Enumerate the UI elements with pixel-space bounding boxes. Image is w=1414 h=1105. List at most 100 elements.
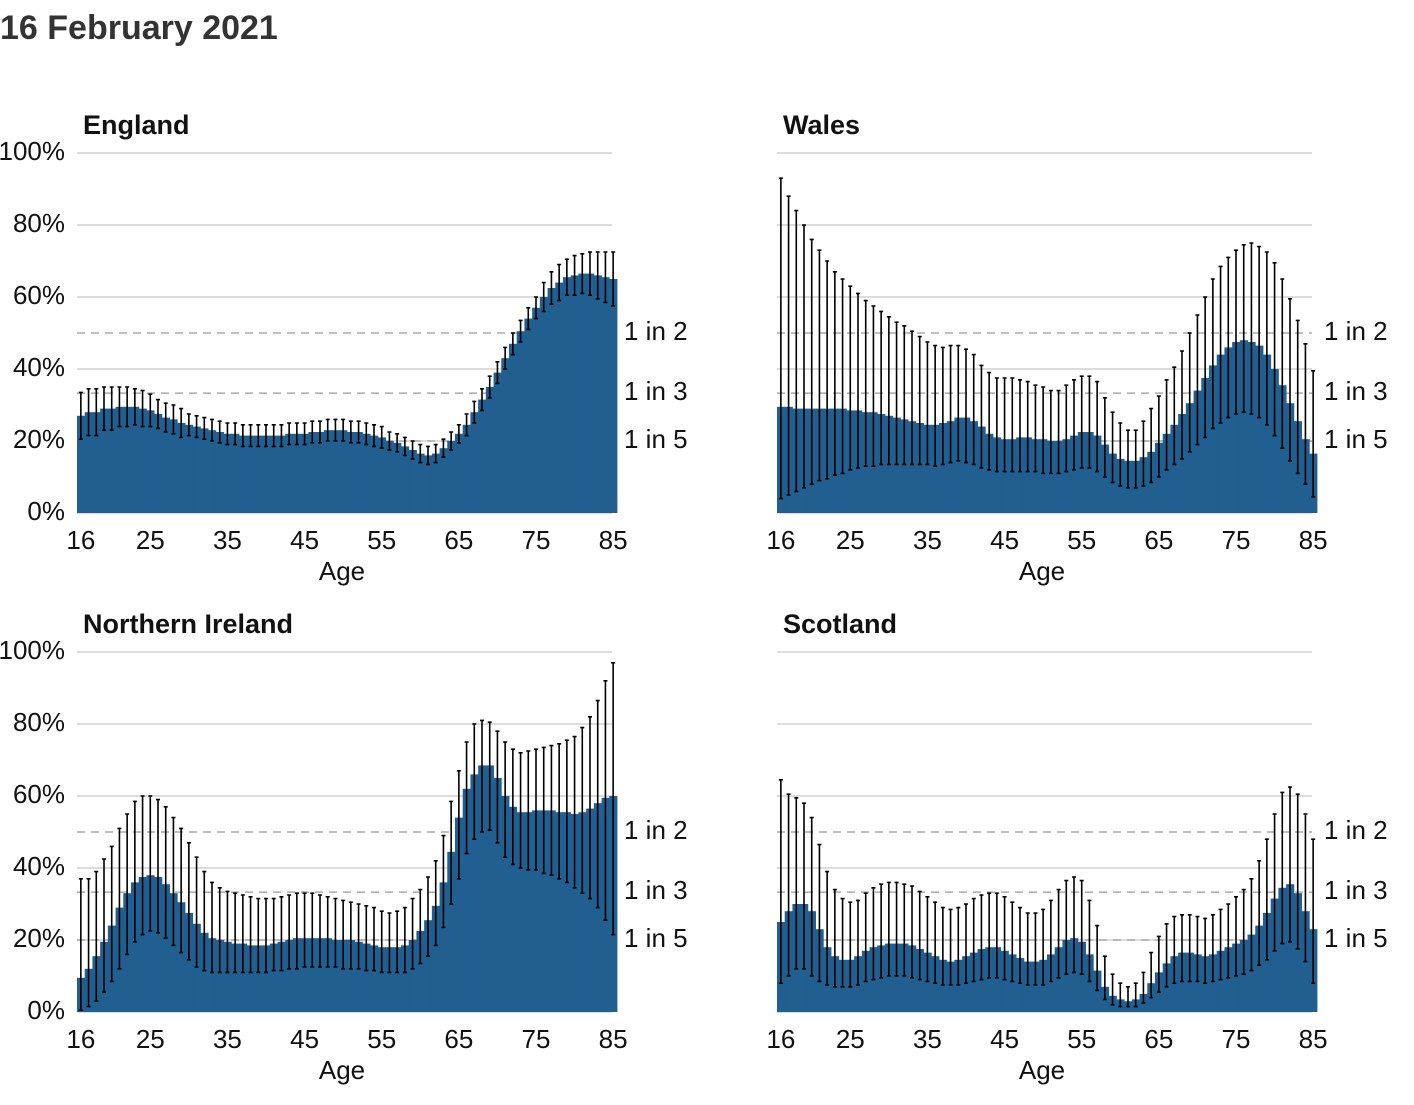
- bar: [1193, 390, 1202, 513]
- error-bar: [294, 892, 299, 970]
- error-bar: [802, 802, 806, 970]
- error-bar: [449, 431, 454, 451]
- reference-label: 1 in 2: [624, 316, 688, 346]
- bar: [424, 455, 433, 513]
- error-bar: [1087, 899, 1092, 983]
- error-bar: [1180, 914, 1184, 983]
- error-bar: [503, 346, 508, 370]
- error-bar: [464, 413, 469, 437]
- bar: [1209, 954, 1218, 1012]
- bar: [308, 432, 317, 513]
- error-bar: [379, 425, 384, 449]
- y-tick-label: 80%: [13, 208, 65, 238]
- bar: [277, 941, 286, 1012]
- reference-label: 1 in 5: [1324, 923, 1388, 953]
- error-bar: [217, 420, 222, 444]
- bar: [347, 432, 356, 513]
- error-bar: [879, 883, 884, 979]
- error-bar: [186, 842, 191, 961]
- bar: [939, 423, 948, 513]
- error-bar: [140, 795, 145, 936]
- error-bar: [1234, 896, 1238, 977]
- bar: [493, 372, 502, 513]
- bar: [915, 949, 924, 1012]
- error-bar: [832, 271, 837, 476]
- error-bar: [1056, 888, 1061, 979]
- bar: [239, 435, 248, 513]
- error-bar: [549, 744, 554, 876]
- bar: [1023, 437, 1032, 513]
- error-bar: [534, 296, 538, 320]
- bar: [969, 952, 978, 1012]
- page-title: 16 February 2021: [0, 9, 278, 47]
- bar: [115, 406, 124, 513]
- bar: [985, 433, 994, 513]
- error-bar: [1141, 971, 1146, 1004]
- bar: [339, 940, 348, 1012]
- bar: [208, 938, 217, 1012]
- error-bar: [341, 899, 346, 970]
- error-bar: [456, 424, 461, 444]
- x-tick-label: 65: [1144, 525, 1173, 555]
- error-bar: [1056, 389, 1061, 475]
- error-bar: [433, 443, 438, 464]
- bar: [347, 940, 356, 1012]
- error-bar: [210, 418, 214, 442]
- error-bar: [1126, 986, 1130, 1008]
- bar: [138, 408, 147, 513]
- reference-label: 1 in 5: [1324, 424, 1388, 454]
- x-tick-label: 75: [522, 525, 551, 555]
- bar: [1016, 958, 1025, 1012]
- bar: [563, 277, 572, 513]
- bar: [570, 814, 579, 1012]
- error-bar: [510, 332, 515, 356]
- error-bar: [1172, 366, 1177, 466]
- error-bar: [333, 418, 338, 442]
- error-bar: [1002, 896, 1007, 981]
- x-axis-label: Age: [319, 556, 365, 586]
- y-tick-label: 60%: [13, 280, 65, 310]
- bar: [92, 412, 101, 513]
- bar: [1062, 940, 1071, 1012]
- error-bar: [948, 344, 953, 464]
- error-bar: [902, 325, 907, 466]
- bar: [524, 318, 533, 513]
- bar: [1039, 439, 1048, 513]
- error-bar: [372, 906, 376, 972]
- error-bar: [1172, 915, 1177, 984]
- error-bar: [302, 422, 307, 446]
- error-bar: [1311, 838, 1316, 984]
- error-bar: [786, 793, 791, 977]
- error-bar: [1041, 908, 1046, 986]
- error-bar: [1210, 914, 1215, 983]
- error-bar: [125, 386, 130, 428]
- x-tick-label: 35: [213, 525, 242, 555]
- error-bar: [487, 375, 492, 399]
- reference-label: 1 in 2: [1324, 815, 1388, 845]
- bar: [192, 426, 201, 513]
- x-tick-label: 85: [1299, 525, 1328, 555]
- error-bar: [426, 445, 430, 466]
- bar: [192, 923, 201, 1012]
- error-bar: [856, 292, 860, 469]
- bar: [462, 424, 471, 513]
- y-tick-label: 100%: [0, 136, 65, 166]
- bar: [915, 423, 924, 513]
- bar: [177, 423, 186, 513]
- error-bar: [395, 910, 400, 974]
- error-bar: [557, 263, 562, 302]
- error-bar: [148, 393, 153, 428]
- error-bar: [1218, 908, 1223, 981]
- error-bar: [1072, 379, 1076, 471]
- error-bar: [248, 896, 253, 974]
- bar: [362, 433, 371, 513]
- bar: [1201, 378, 1210, 513]
- bar: [892, 943, 901, 1012]
- error-bar: [1303, 343, 1308, 485]
- bar: [377, 437, 386, 513]
- error-bar: [279, 896, 284, 972]
- bar: [316, 938, 325, 1012]
- error-bar: [1272, 262, 1277, 437]
- error-bar: [1102, 397, 1107, 478]
